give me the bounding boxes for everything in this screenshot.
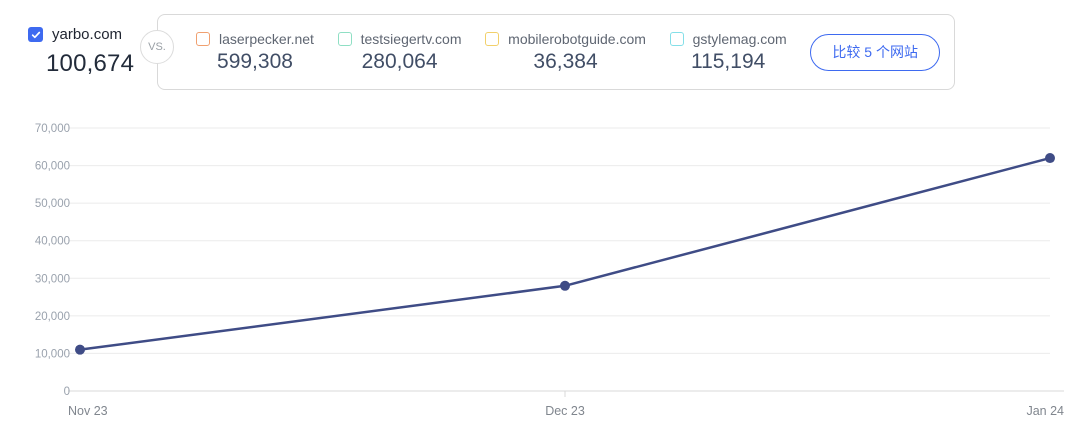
- check-icon: [31, 31, 40, 38]
- competitor-row[interactable]: mobilerobotguide.com: [485, 31, 646, 47]
- competitors-panel: laserpecker.net 599,308 testsiegertv.com…: [157, 14, 955, 90]
- y-tick-label: 50,000: [35, 198, 70, 210]
- competitor-row[interactable]: laserpecker.net: [196, 31, 314, 47]
- traffic-chart: 0 10,000 20,000 30,000 40,000 50,000 60,000 70,…: [35, 123, 1064, 418]
- competitor-label: gstylemag.com: [692, 30, 787, 47]
- competitor-checkbox[interactable]: [196, 31, 210, 46]
- competitor-column: gstylemag.com 115,194: [669, 30, 787, 74]
- competitor-label: laserpecker.net: [219, 30, 314, 47]
- comparison-header: yarbo.com 100,674 VS. laserpecker.net 59…: [0, 0, 1080, 100]
- vs-badge: VS.: [140, 30, 174, 64]
- primary-site-block: yarbo.com 100,674: [28, 26, 134, 78]
- competitor-value: 36,384: [533, 49, 598, 73]
- competitor-row[interactable]: testsiegertv.com: [337, 30, 462, 47]
- competitor-label: testsiegertv.com: [360, 30, 462, 47]
- competitor-value: 280,064: [361, 49, 438, 73]
- competitor-label: mobilerobotguide.com: [508, 30, 646, 47]
- x-tick-label: Dec 23: [545, 404, 585, 418]
- primary-site-row[interactable]: yarbo.com: [28, 26, 134, 43]
- primary-site-checkbox[interactable]: [28, 27, 43, 42]
- competitor-column: laserpecker.net 599,308: [196, 31, 314, 74]
- y-tick-label: 10,000: [35, 348, 70, 360]
- primary-site-label: yarbo.com: [52, 26, 123, 43]
- primary-site-value: 100,674: [46, 50, 135, 77]
- competitor-checkbox[interactable]: [337, 31, 352, 46]
- competitor-column: mobilerobotguide.com 36,384: [485, 31, 646, 74]
- x-tick-label: Nov 23: [68, 404, 108, 418]
- competitor-checkbox[interactable]: [669, 31, 684, 46]
- competitor-value: 599,308: [217, 49, 293, 73]
- series-line: [78, 156, 1052, 351]
- competitor-checkbox[interactable]: [485, 31, 500, 46]
- compare-sites-button[interactable]: 比较 5 个网站: [810, 33, 940, 71]
- y-tick-label: 70,000: [35, 123, 70, 135]
- competitor-column: testsiegertv.com 280,064: [337, 30, 462, 74]
- y-tick-label: 20,000: [35, 311, 70, 323]
- data-point: [1045, 153, 1055, 164]
- x-tick-label: Jan 24: [1026, 404, 1064, 418]
- competitor-row[interactable]: gstylemag.com: [669, 30, 787, 47]
- y-tick-label: 0: [64, 386, 70, 398]
- competitor-value: 115,194: [690, 49, 766, 73]
- data-point: [75, 344, 85, 355]
- y-tick-label: 60,000: [35, 161, 70, 173]
- data-point: [560, 280, 570, 291]
- y-tick-label: 30,000: [35, 273, 70, 285]
- y-tick-label: 40,000: [35, 236, 70, 248]
